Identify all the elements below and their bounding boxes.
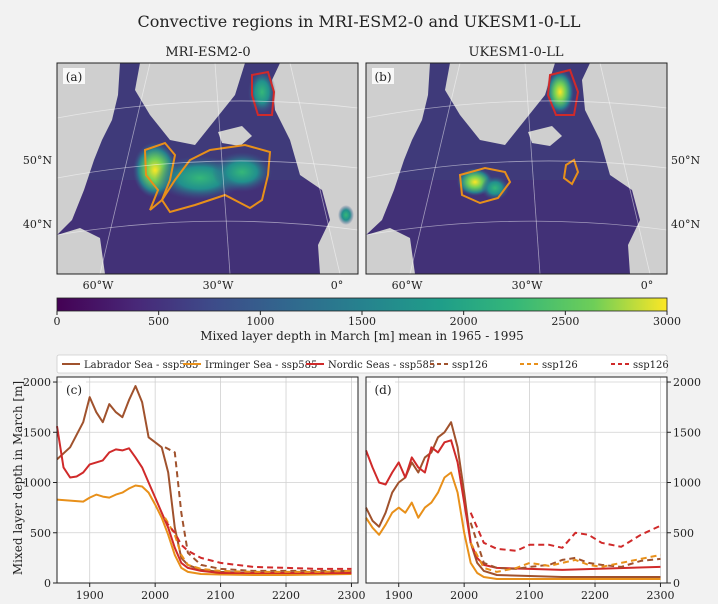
y-tick-label: 1000 xyxy=(23,477,51,490)
plot-frame xyxy=(365,376,668,584)
labrador-region-outline xyxy=(458,166,512,205)
legend-label: Nordic Seas - ssp585 xyxy=(328,360,435,371)
series-line xyxy=(365,421,661,578)
legend-label: ssp126 xyxy=(633,360,669,371)
land-north-america xyxy=(366,63,430,235)
lon-label-30w: 30°W xyxy=(512,279,543,292)
x-tick-label: 2100 xyxy=(516,589,544,602)
legend-label: ssp126 xyxy=(452,360,488,371)
series-line xyxy=(164,520,352,570)
panel-label-bg xyxy=(62,381,86,398)
x-tick-label: 2200 xyxy=(272,589,300,602)
plot-area xyxy=(366,377,667,583)
series-line xyxy=(164,446,352,572)
colorbar-tick-label: 1500 xyxy=(348,315,376,328)
y-tick-label: 500 xyxy=(30,527,51,540)
y-tick-label: 0 xyxy=(44,577,51,590)
panel-label: (d) xyxy=(374,383,391,397)
x-tick-label: 2100 xyxy=(207,589,235,602)
map-model-title: MRI-ESM2-0 xyxy=(165,45,250,60)
lat-label-50: 50°N xyxy=(671,154,700,167)
y-tick-label: 500 xyxy=(673,527,694,540)
y-tick-label: 0 xyxy=(673,577,680,590)
plot-area xyxy=(57,377,358,583)
colorbar-tick-label: 500 xyxy=(148,315,169,328)
irminger-region-outline xyxy=(562,158,580,186)
y-tick-label: 2000 xyxy=(23,376,51,389)
land-iceland xyxy=(218,126,252,146)
y-tick-label: 1500 xyxy=(673,426,701,439)
legend-label: Labrador Sea - ssp585 xyxy=(84,360,198,371)
series-line xyxy=(56,426,352,574)
map-model-title: UKESM1-0-LL xyxy=(469,45,564,60)
panel-label: (c) xyxy=(66,383,82,397)
line-chart-c: 1900 2000 2100 2200 2300 0 500 1000 1500 2000 (c) xyxy=(23,376,365,602)
land-north-america xyxy=(57,63,120,235)
lon-label-60w: 60°W xyxy=(392,279,423,292)
nordic-region-outline xyxy=(546,68,580,116)
plot-frame xyxy=(56,376,359,584)
x-tick-label: 1900 xyxy=(385,589,413,602)
series-line xyxy=(56,484,352,576)
figure-title: Convective regions in MRI-ESM2-0 and UKE… xyxy=(137,12,580,31)
series-line xyxy=(56,385,352,574)
x-tick-label: 2000 xyxy=(141,589,169,602)
map-panel-ukesm: UKESM1-0-LL (b) 50°N 40°N 60°W 30°W xyxy=(365,45,700,292)
land-iceland xyxy=(528,126,562,146)
land-greenland xyxy=(445,63,555,145)
legend-label: Irminger Sea - ssp585 xyxy=(205,360,317,371)
series-line xyxy=(365,471,661,580)
map-panel-mri: MRI-ESM2-0 (a) 50°N 40°N 60 xyxy=(23,45,359,292)
nordic-region-outline xyxy=(251,70,276,116)
colorbar-tick-label: 2000 xyxy=(450,315,478,328)
colorbar-tick-label: 2500 xyxy=(551,315,579,328)
land-greenland xyxy=(135,63,245,145)
series-line xyxy=(469,512,661,552)
x-tick-label: 2200 xyxy=(581,589,609,602)
x-tick-label: 2300 xyxy=(337,589,365,602)
legend-label: ssp126 xyxy=(542,360,578,371)
lat-label-40: 40°N xyxy=(671,218,700,231)
colorbar-gradient xyxy=(56,297,668,312)
x-tick-label: 2000 xyxy=(450,589,478,602)
irminger-region-outline xyxy=(160,143,272,214)
y-tick-label: 2000 xyxy=(673,376,701,389)
x-tick-label: 2300 xyxy=(646,589,674,602)
lat-label-50: 50°N xyxy=(23,154,52,167)
colorbar-label: Mixed layer depth in March [m] mean in 1… xyxy=(200,329,523,343)
lon-label-0: 0° xyxy=(641,279,654,292)
legend: Labrador Sea - ssp585 Irminger Sea - ssp5… xyxy=(56,354,669,374)
colorbar-tick-label: 3000 xyxy=(653,315,681,328)
series-line xyxy=(365,439,661,571)
panel-label-a: (a) xyxy=(66,70,83,84)
colorbar-tick-label: 1000 xyxy=(246,315,274,328)
series-line xyxy=(164,517,352,573)
y-tick-label: 1000 xyxy=(673,477,701,490)
colorbar-tick-label: 0 xyxy=(54,315,61,328)
colorbar: 0 500 1000 1500 2000 2500 3000 Mixed layer dep… xyxy=(54,297,681,343)
lon-label-0: 0° xyxy=(331,279,344,292)
series-line xyxy=(469,542,661,573)
land-europe xyxy=(582,63,667,274)
lon-label-60w: 60°W xyxy=(83,279,114,292)
panel-label-bg xyxy=(371,381,395,398)
lon-label-30w: 30°W xyxy=(203,279,234,292)
series-line xyxy=(469,522,661,570)
y-axis-label: Mixed layer depth in March [m] xyxy=(11,381,25,575)
panel-label-b: (b) xyxy=(374,70,391,84)
y-tick-label: 1500 xyxy=(23,426,51,439)
lat-label-40: 40°N xyxy=(23,218,52,231)
x-tick-label: 1900 xyxy=(76,589,104,602)
